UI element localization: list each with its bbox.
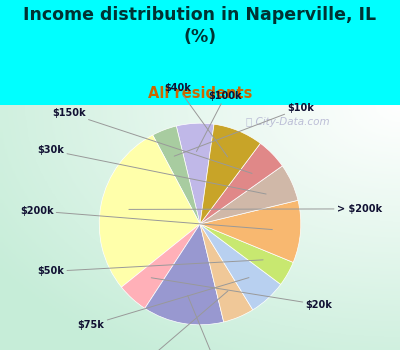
Wedge shape — [176, 123, 214, 224]
Wedge shape — [122, 224, 200, 308]
Wedge shape — [200, 224, 293, 285]
Wedge shape — [200, 124, 260, 224]
Wedge shape — [145, 224, 224, 325]
Wedge shape — [200, 224, 253, 322]
Text: $75k: $75k — [78, 278, 249, 330]
Wedge shape — [200, 224, 281, 310]
Text: All residents: All residents — [148, 86, 252, 101]
Text: $50k: $50k — [37, 260, 263, 276]
Wedge shape — [153, 126, 200, 224]
Wedge shape — [200, 200, 301, 262]
Text: > $200k: > $200k — [129, 204, 382, 214]
Text: $40k: $40k — [164, 83, 228, 157]
Wedge shape — [99, 135, 200, 287]
Text: $60k: $60k — [136, 291, 228, 350]
Text: Income distribution in Naperville, IL
(%): Income distribution in Naperville, IL (%… — [24, 6, 376, 46]
Text: $150k: $150k — [52, 108, 252, 173]
Text: $10k: $10k — [174, 103, 314, 156]
Text: $100k: $100k — [196, 91, 242, 152]
Text: $20k: $20k — [151, 278, 332, 310]
Text: $30k: $30k — [37, 145, 266, 194]
Wedge shape — [200, 166, 298, 224]
Text: ⓘ City-Data.com: ⓘ City-Data.com — [246, 117, 330, 127]
Text: $125k: $125k — [188, 295, 232, 350]
Wedge shape — [200, 143, 282, 224]
Text: $200k: $200k — [20, 206, 272, 230]
